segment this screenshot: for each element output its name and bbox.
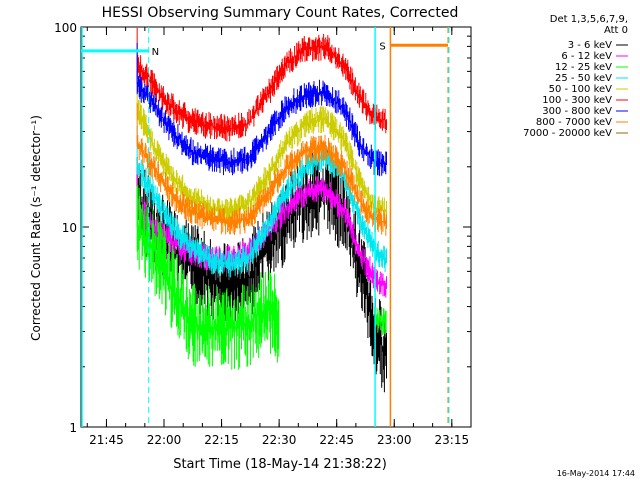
series-spikes-4 (136, 145, 387, 278)
series-7 (136, 42, 387, 177)
legend-title-line-1: Att 0 (604, 25, 628, 36)
chart-title: HESSI Observing Summary Count Rates, Cor… (102, 5, 459, 21)
footer-date: 16-May-2014 17:44 (557, 469, 635, 478)
legend-entry-1: 6 - 12 keV (561, 51, 612, 62)
series-2 (136, 185, 280, 370)
y-tick-label-0: 1 (69, 421, 77, 435)
flag-label-s: S (379, 41, 385, 52)
x-tick-label-4: 22:45 (319, 433, 354, 447)
x-tick-label-1: 22:00 (147, 433, 182, 447)
x-tick-label-3: 22:30 (262, 433, 297, 447)
x-tick-label-0: 21:45 (89, 433, 124, 447)
legend-entry-6: 300 - 800 keV (542, 106, 612, 117)
legend-entry-5: 100 - 300 keV (542, 95, 612, 106)
legend-entry-4: 50 - 100 keV (549, 84, 613, 95)
y-tick-label-2: 100 (54, 21, 77, 35)
legend-title-line-0: Det 1,3,5,6,7,9, (550, 14, 628, 25)
x-tick-label-6: 23:15 (435, 433, 470, 447)
y-axis-label: Corrected Count Rate (s⁻¹ detector⁻¹) (29, 115, 43, 341)
series-spikes-2 (136, 185, 280, 370)
legend-entry-0: 3 - 6 keV (568, 40, 612, 51)
legend-entry-8: 7000 - 20000 keV (523, 128, 612, 139)
series-8 (136, 103, 387, 236)
x-axis-label: Start Time (18-May-14 21:38:22) (173, 457, 387, 472)
flag-label-n: N (152, 47, 159, 58)
x-tick-label-5: 23:00 (377, 433, 412, 447)
legend-entry-3: 25 - 50 keV (555, 73, 612, 84)
x-tick-label-2: 22:15 (204, 433, 239, 447)
legend-entry-7: 800 - 7000 keV (536, 117, 612, 128)
legend-entry-2: 12 - 25 keV (555, 62, 612, 73)
y-tick-label-1: 10 (62, 221, 77, 235)
